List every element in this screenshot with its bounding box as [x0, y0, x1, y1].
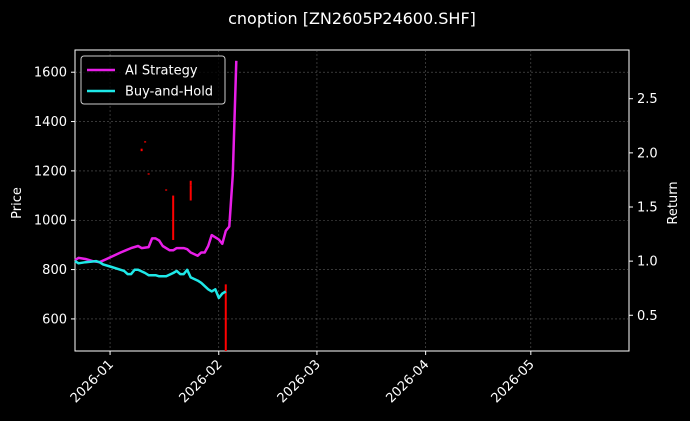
- y-left-tick-label: 1600: [34, 66, 67, 81]
- y-left-tick-label: 1400: [34, 115, 67, 130]
- legend: AI Strategy Buy-and-Hold: [80, 55, 226, 105]
- x-tick-label: 2026-01: [68, 357, 117, 406]
- x-tick-label: 2026-03: [275, 357, 324, 406]
- y-right-tick-label: 2.5: [637, 92, 658, 107]
- legend-label: AI Strategy: [125, 64, 198, 79]
- series-line-ai-strategy: [74, 60, 238, 264]
- y-left-tick-label: 1000: [34, 214, 67, 229]
- series-line-buy-and-hold: [74, 259, 227, 300]
- legend-box: [80, 55, 226, 105]
- y-right-tick-label: 0.5: [637, 309, 658, 324]
- price-marks: [140, 141, 227, 351]
- y-right-tick-label: 2.0: [637, 146, 658, 161]
- legend-label: Buy-and-Hold: [125, 85, 213, 100]
- y-right-tick-label: 1.5: [637, 200, 658, 215]
- y-right-tick-label: 1.0: [637, 255, 658, 270]
- y-left-tick-label: 800: [42, 263, 67, 278]
- x-tick-label: 2026-02: [177, 357, 226, 406]
- x-tick-label: 2026-04: [383, 357, 432, 406]
- axes: 600 800 1000 1200 1400 1600 0.5 1.0 1.5 2.0 2.5 202…: [34, 66, 658, 407]
- y-axis-right-label: Return: [666, 181, 681, 224]
- y-left-tick-label: 1200: [34, 164, 67, 179]
- x-tick-label: 2026-05: [489, 357, 538, 406]
- grid: [75, 50, 629, 351]
- y-axis-left-label: Price: [10, 187, 25, 219]
- chart-title: cnoption [ZN2605P24600.SHF]: [228, 9, 476, 28]
- series-lines: [74, 60, 238, 300]
- y-left-tick-label: 600: [42, 312, 67, 327]
